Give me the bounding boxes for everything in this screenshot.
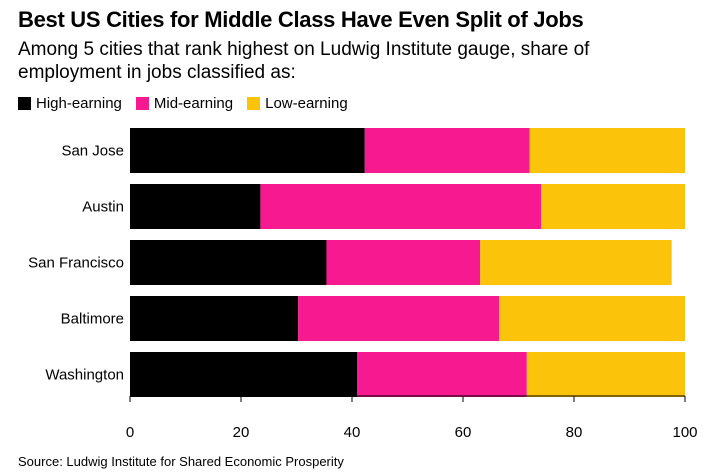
x-tick-label: 100 bbox=[672, 424, 697, 441]
bar-segment-mid-earning-san-francisco bbox=[326, 240, 481, 285]
x-tick-label: 40 bbox=[344, 424, 361, 441]
bar-segment-low-earning-austin bbox=[541, 184, 685, 229]
bar-segment-high-earning-austin bbox=[130, 184, 261, 229]
chart-title: Best US Cities for Middle Class Have Eve… bbox=[18, 7, 584, 32]
bar-segment-low-earning-san-francisco bbox=[480, 240, 672, 285]
legend-item-high: High-earning bbox=[18, 95, 122, 112]
bar-segment-high-earning-san-jose bbox=[130, 128, 365, 173]
bar-segment-low-earning-baltimore bbox=[499, 296, 685, 341]
bar-segment-mid-earning-austin bbox=[260, 184, 542, 229]
legend-label-low: Low-earning bbox=[265, 95, 348, 112]
category-label: Washington bbox=[45, 367, 124, 384]
legend-item-low: Low-earning bbox=[247, 95, 348, 112]
x-tick-label: 60 bbox=[455, 424, 472, 441]
legend-swatch-low bbox=[247, 97, 261, 110]
source-note: Source: Ludwig Institute for Shared Econ… bbox=[18, 454, 344, 469]
x-tick-label: 0 bbox=[126, 424, 134, 441]
bar-segment-high-earning-washington bbox=[130, 352, 357, 397]
legend-swatch-high bbox=[18, 97, 31, 110]
category-label: San Jose bbox=[61, 143, 124, 160]
chart-subtitle: Among 5 cities that rank highest on Ludw… bbox=[18, 39, 590, 83]
x-tick-label: 20 bbox=[233, 424, 250, 441]
legend-swatch-mid bbox=[135, 97, 149, 110]
bar-segment-low-earning-san-jose bbox=[529, 128, 685, 173]
bar-segment-mid-earning-san-jose bbox=[364, 128, 530, 173]
bar-segment-mid-earning-baltimore bbox=[298, 296, 500, 341]
category-label: Austin bbox=[82, 199, 124, 216]
bar-segment-high-earning-baltimore bbox=[130, 296, 299, 341]
legend-label-mid: Mid-earning bbox=[153, 95, 234, 112]
bar-segment-high-earning-san-francisco bbox=[130, 240, 327, 285]
bar-segment-mid-earning-washington bbox=[356, 352, 527, 397]
legend-label-high: High-earning bbox=[36, 95, 122, 112]
x-tick-label: 80 bbox=[566, 424, 583, 441]
legend-item-mid: Mid-earning bbox=[135, 95, 234, 112]
category-label: Baltimore bbox=[61, 311, 124, 328]
bar-segment-low-earning-washington bbox=[526, 352, 685, 397]
category-label: San Francisco bbox=[28, 255, 124, 272]
legend: High-earning Mid-earning Low-earning bbox=[18, 95, 362, 112]
